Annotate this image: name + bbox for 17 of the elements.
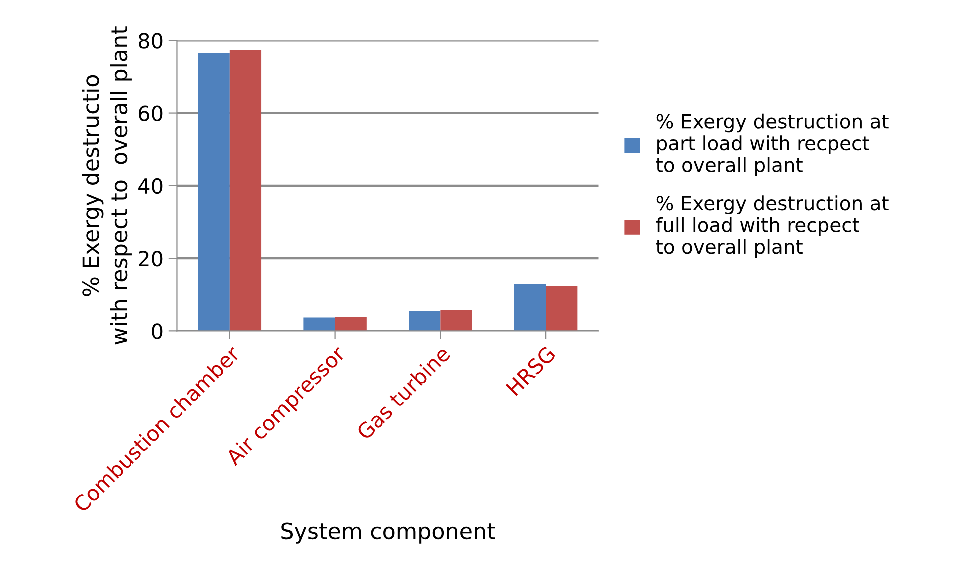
bar: [546, 286, 578, 332]
y-tick-label: 40: [138, 178, 163, 194]
y-tick-label: 60: [138, 106, 163, 122]
y-axis-title: % Exergy destructio with respect to overall plant: [82, 26, 132, 345]
bar: [198, 53, 230, 332]
y-tick-label: 80: [138, 33, 163, 49]
legend-label: % Exergy destruction at full load with recpect to overall plant: [656, 196, 889, 258]
bar: [409, 311, 441, 332]
bar: [440, 310, 472, 332]
bar: [514, 284, 546, 332]
bar: [335, 317, 367, 332]
y-tick-label: 20: [139, 251, 163, 267]
legend-label: % Exergy destruction at part load with recpect to overall plant: [656, 114, 889, 176]
x-axis-title: System component: [282, 522, 496, 544]
y-tick-label: 0: [152, 324, 163, 340]
bar: [304, 318, 336, 332]
bar: [230, 50, 262, 332]
